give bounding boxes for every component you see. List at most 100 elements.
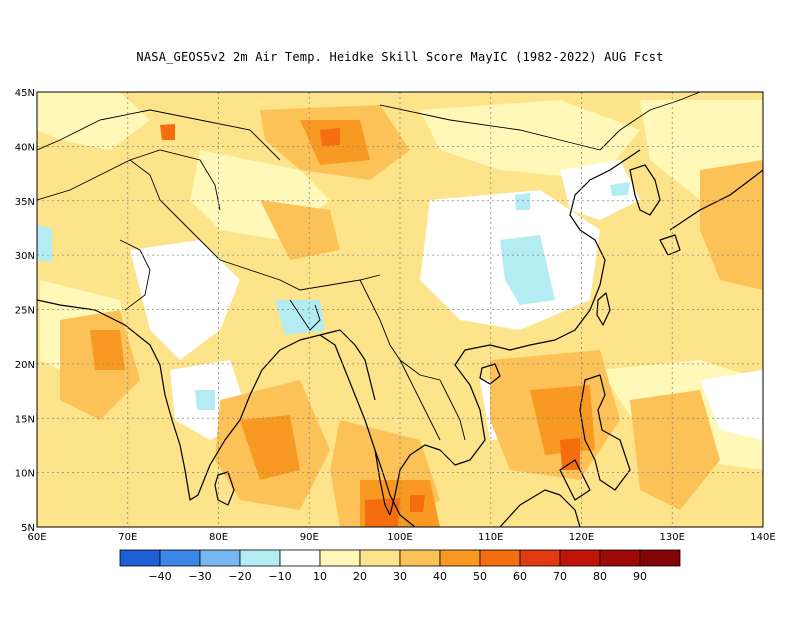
coastline-myanmar: [319, 329, 376, 401]
korea-outline: [629, 164, 661, 216]
coastline-south-asia: [37, 299, 391, 516]
sri-lanka-outline: [214, 471, 235, 506]
colorbar: [119, 549, 681, 567]
field-patches: [37, 92, 763, 527]
hainan-outline: [479, 363, 501, 385]
field-patch: [420, 100, 640, 180]
lat-tick-label: 20N: [15, 360, 35, 371]
philippines-islands: [559, 459, 591, 501]
gridlines: [37, 92, 763, 527]
field-patch: [90, 330, 125, 370]
field-patch: [515, 193, 530, 210]
field-patch: [365, 498, 400, 527]
malay-peninsula-outline: [374, 449, 416, 527]
colorbar-label: −30: [188, 570, 211, 583]
field-patch: [610, 182, 630, 196]
colorbar-swatch: [479, 549, 521, 567]
lat-tick-label: 5N: [21, 523, 35, 534]
colorbar-label: 50: [473, 570, 487, 583]
philippines-outline: [579, 374, 631, 491]
field-patch: [130, 240, 240, 360]
lon-tick-label: 80E: [209, 532, 228, 543]
field-patch: [410, 495, 425, 512]
taiwan-outline: [596, 292, 611, 326]
field-patch: [195, 390, 215, 410]
lat-tick-label: 10N: [15, 469, 35, 480]
coastline-indochina: [389, 149, 641, 516]
lat-tick-label: 45N: [15, 88, 35, 99]
lat-tick-label: 15N: [15, 414, 35, 425]
field-patch: [500, 235, 555, 305]
border-thai-laos: [399, 359, 441, 441]
field-patch: [560, 160, 640, 220]
field-patch: [275, 300, 325, 335]
border-mongolia: [379, 104, 601, 151]
colorbar-label: 70: [553, 570, 567, 583]
country-borders: [37, 92, 701, 441]
field-patch: [700, 160, 763, 290]
lon-tick-label: 90E: [300, 532, 319, 543]
field-patch: [37, 92, 150, 150]
border-central-asia: [99, 109, 281, 161]
longitude-labels: 60E 70E 80E 90E 100E 110E 120E 130E 140E: [27, 532, 775, 543]
lat-tick-label: 25N: [15, 306, 35, 317]
colorbar-label: 10: [313, 570, 327, 583]
colorbar-swatch: [599, 549, 641, 567]
kyushu-outline: [659, 234, 681, 256]
coastlines: [37, 149, 763, 527]
field-patch: [160, 124, 175, 140]
lon-tick-label: 70E: [118, 532, 137, 543]
border-india-pakistan: [119, 239, 151, 311]
field-patch: [37, 225, 52, 262]
field-patch: [560, 438, 580, 470]
border-bangladesh: [289, 299, 321, 331]
colorbar-label: 60: [513, 570, 527, 583]
field-patch: [530, 385, 595, 455]
plot-frame: [36, 91, 764, 528]
field-patch: [630, 390, 720, 510]
colorbar-swatch: [159, 549, 201, 567]
colorbar-swatch: [319, 549, 361, 567]
border-myanmar-china: [359, 279, 441, 381]
field-patch: [700, 370, 763, 440]
borneo-outline: [499, 489, 581, 527]
colorbar-label: −10: [268, 570, 291, 583]
lat-tick-label: 35N: [15, 197, 35, 208]
colorbar-swatch: [199, 549, 241, 567]
colorbar-label: −40: [148, 570, 171, 583]
field-patch: [260, 200, 340, 260]
lon-tick-label: 60E: [27, 532, 46, 543]
colorbar-swatch: [359, 549, 401, 567]
lon-tick-label: 130E: [660, 532, 685, 543]
border-west-asia: [37, 159, 221, 261]
lon-tick-label: 100E: [387, 532, 412, 543]
colorbar-label: 90: [633, 570, 647, 583]
lon-tick-label: 110E: [478, 532, 503, 543]
colorbar-swatch: [279, 549, 321, 567]
chart-title: NASA_GEOS5v2 2m Air Temp. Heidke Skill S…: [136, 50, 664, 64]
lat-tick-label: 40N: [15, 142, 35, 153]
colorbar-swatch: [439, 549, 481, 567]
colorbar-swatch: [639, 549, 681, 567]
colorbar-swatch: [519, 549, 561, 567]
colorbar-swatch: [239, 549, 281, 567]
colorbar-label: −20: [228, 570, 251, 583]
lon-tick-label: 120E: [569, 532, 594, 543]
colorbar-label: 20: [353, 570, 367, 583]
colorbar-swatch: [399, 549, 441, 567]
colorbar-swatch: [559, 549, 601, 567]
field-patch: [320, 128, 340, 146]
lat-tick-label: 30N: [15, 251, 35, 262]
japan-outline: [669, 169, 763, 231]
colorbar-label: 80: [593, 570, 607, 583]
latitude-labels: 5N 10N 15N 20N 25N 30N 35N 40N 45N: [15, 88, 35, 534]
border-kazakhstan: [37, 119, 101, 151]
lon-tick-label: 140E: [750, 532, 775, 543]
colorbar-label: 30: [393, 570, 407, 583]
border-northeast-china: [599, 92, 701, 151]
border-vietnam-laos: [439, 379, 466, 441]
colorbar-swatch: [119, 549, 161, 567]
border-afghanistan: [129, 149, 221, 211]
colorbar-labels: −40 −30 −20 −10 10 20 30 40 50 60 70 80 90: [148, 570, 647, 583]
